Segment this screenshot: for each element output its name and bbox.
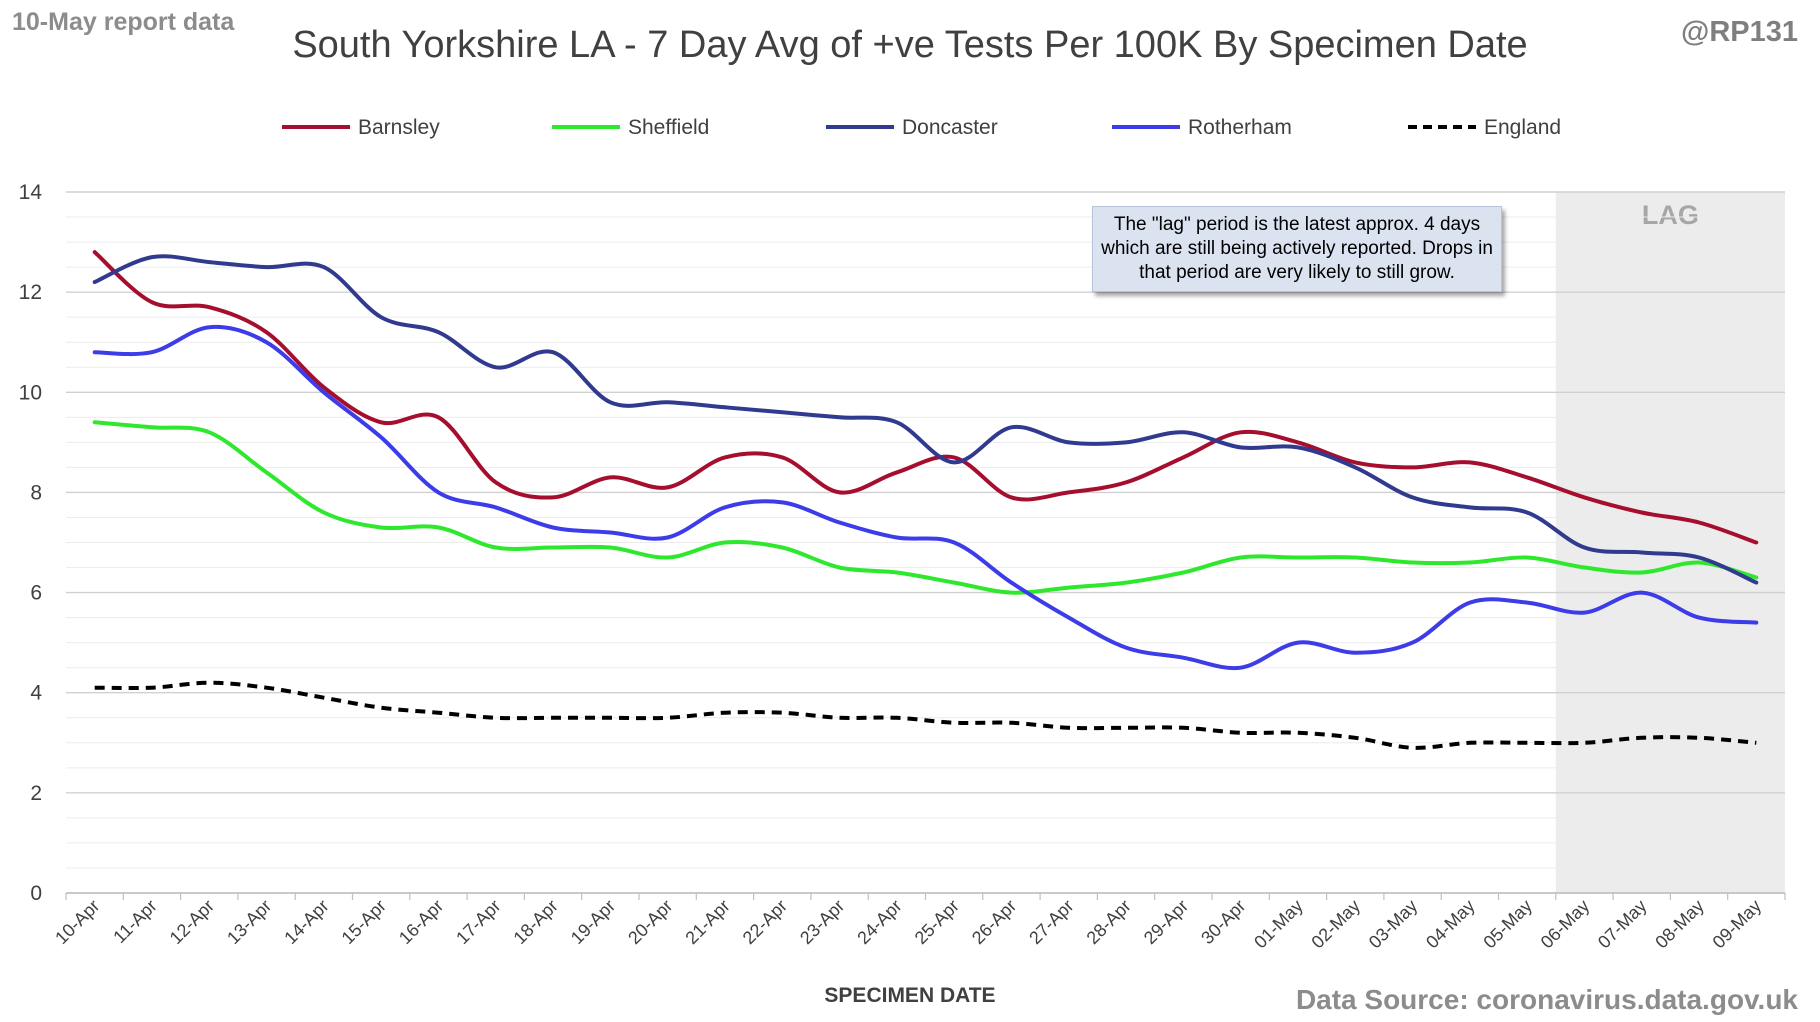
x-tick-label: 08-May bbox=[1651, 896, 1708, 953]
x-axis-label: SPECIMEN DATE bbox=[824, 984, 996, 1007]
report-date-label: 10-May report data bbox=[12, 8, 235, 36]
x-tick-label: 02-May bbox=[1307, 896, 1364, 953]
x-tick-label: 06-May bbox=[1537, 896, 1594, 953]
x-tick-label: 01-May bbox=[1250, 896, 1307, 953]
y-tick-label: 14 bbox=[19, 181, 43, 204]
x-tick-label: 16-Apr bbox=[395, 896, 447, 948]
x-tick-label: 22-Apr bbox=[739, 896, 791, 948]
legend-label-rotherham: Rotherham bbox=[1188, 116, 1292, 139]
x-tick-label: 28-Apr bbox=[1083, 896, 1135, 948]
author-handle: @RP131 bbox=[1681, 16, 1798, 48]
x-tick-label: 07-May bbox=[1594, 896, 1651, 953]
y-tick-label: 10 bbox=[19, 381, 42, 404]
y-tick-label: 2 bbox=[30, 782, 42, 805]
y-tick-label: 8 bbox=[30, 481, 42, 504]
x-tick-label: 03-May bbox=[1365, 896, 1422, 953]
legend-label-sheffield: Sheffield bbox=[628, 116, 709, 139]
x-tick-label: 09-May bbox=[1709, 896, 1766, 953]
x-tick-label: 20-Apr bbox=[624, 896, 676, 948]
x-tick-label: 11-Apr bbox=[109, 896, 160, 947]
x-tick-label: 30-Apr bbox=[1197, 896, 1249, 948]
series-line-sheffield bbox=[92, 420, 1759, 595]
x-tick-label: 10-Apr bbox=[51, 896, 103, 948]
data-source-label: Data Source: coronavirus.data.gov.uk bbox=[1295, 984, 1798, 1015]
lag-annotation-box: The "lag" period is the latest approx. 4… bbox=[1092, 206, 1502, 292]
x-tick-label: 12-Apr bbox=[166, 896, 218, 948]
x-tick-label: 18-Apr bbox=[510, 896, 562, 948]
x-tick-label: 17-Apr bbox=[452, 896, 504, 948]
series-line-doncaster bbox=[92, 254, 1759, 585]
x-tick-label: 26-Apr bbox=[968, 896, 1020, 948]
x-tick-label: 25-Apr bbox=[911, 896, 963, 948]
x-tick-label: 19-Apr bbox=[567, 896, 619, 948]
x-tick-label: 05-May bbox=[1479, 896, 1536, 953]
y-tick-label: 12 bbox=[19, 281, 42, 304]
x-tick-label: 24-Apr bbox=[853, 896, 905, 948]
series-line-rotherham bbox=[92, 324, 1759, 671]
x-tick-label: 14-Apr bbox=[280, 896, 332, 948]
x-tick-label: 23-Apr bbox=[796, 896, 848, 948]
y-tick-label: 6 bbox=[30, 582, 42, 605]
legend-label-doncaster: Doncaster bbox=[902, 116, 998, 139]
x-tick-label: 04-May bbox=[1422, 896, 1479, 953]
series-line-england bbox=[94, 680, 1757, 750]
chart-title: South Yorkshire LA - 7 Day Avg of +ve Te… bbox=[292, 24, 1528, 66]
lag-label: LAG bbox=[1642, 200, 1699, 230]
legend-label-england: England bbox=[1484, 116, 1561, 139]
x-tick-label: 21-Apr bbox=[681, 896, 733, 948]
legend-label-barnsley: Barnsley bbox=[358, 116, 440, 139]
x-tick-label: 15-Apr bbox=[338, 896, 390, 948]
x-tick-label: 29-Apr bbox=[1140, 896, 1192, 948]
series-line-barnsley bbox=[92, 250, 1759, 545]
y-tick-label: 4 bbox=[30, 682, 42, 705]
x-tick-label: 13-Apr bbox=[223, 896, 275, 948]
x-tick-label: 27-Apr bbox=[1025, 896, 1077, 948]
y-tick-label: 0 bbox=[30, 882, 42, 905]
